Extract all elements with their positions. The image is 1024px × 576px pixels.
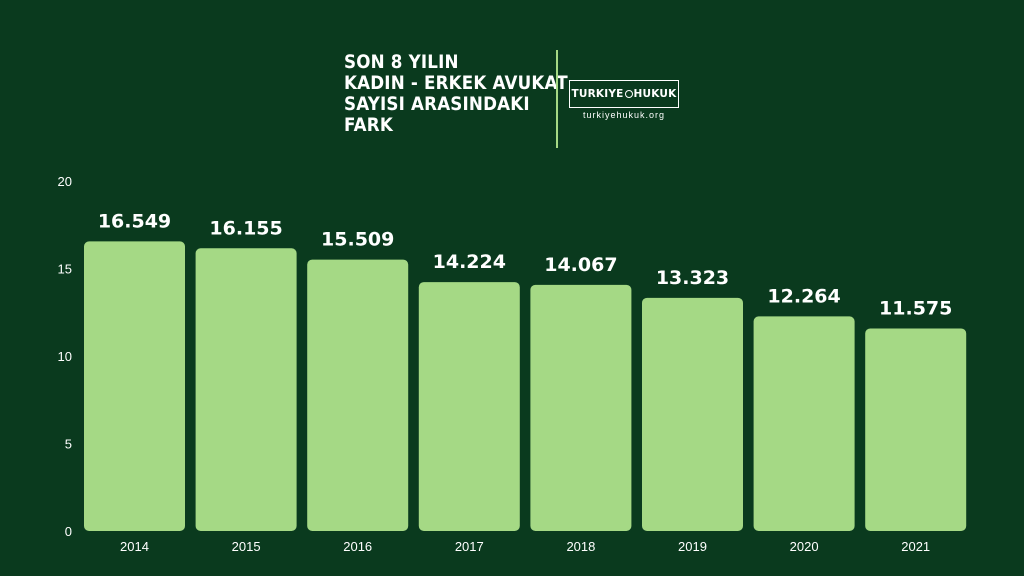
bar-value-label: 13.323 xyxy=(656,267,729,289)
y-tick-label: 0 xyxy=(65,524,72,539)
y-tick-label: 20 xyxy=(58,174,72,189)
bar-value-label: 16.549 xyxy=(98,210,171,232)
bar-2020 xyxy=(753,316,855,531)
bar-value-label: 15.509 xyxy=(321,229,394,251)
y-tick-label: 5 xyxy=(65,437,72,452)
logo-text-left: TURKIYE xyxy=(571,88,624,100)
logo-url: turkiyehukuk.org xyxy=(582,110,666,120)
bar-value-label: 11.575 xyxy=(879,297,952,319)
x-tick-label: 2019 xyxy=(678,539,707,554)
brand-logo: TURKIYE HUKUK xyxy=(569,80,679,108)
x-tick-label: 2014 xyxy=(120,539,149,554)
x-tick-label: 2020 xyxy=(790,539,819,554)
bar-value-label: 12.264 xyxy=(767,285,840,307)
logo-circle-icon xyxy=(624,90,633,98)
x-tick-label: 2021 xyxy=(901,539,930,554)
bar-2021 xyxy=(865,328,967,531)
y-tick-label: 10 xyxy=(58,349,72,364)
bar-2015 xyxy=(195,248,297,531)
bar-value-label: 16.155 xyxy=(209,217,282,239)
logo-text-right: HUKUK xyxy=(633,88,677,100)
bar-value-label: 14.224 xyxy=(433,251,506,273)
bar-value-label: 14.067 xyxy=(544,254,617,276)
bar-2017 xyxy=(418,282,520,531)
y-tick-label: 15 xyxy=(58,262,72,277)
title-line-3: SAYISI ARASINDAKI xyxy=(344,93,530,115)
bar-2019 xyxy=(642,297,743,531)
bar-2014 xyxy=(84,241,185,531)
bar-2018 xyxy=(530,284,632,531)
x-tick-label: 2015 xyxy=(232,539,261,554)
title-divider xyxy=(556,50,558,148)
chart-title: SON 8 YILIN KADIN - ERKEK AVUKAT SAYISI … xyxy=(344,51,568,136)
title-line-1: SON 8 YILIN xyxy=(344,51,459,73)
title-line-4: FARK xyxy=(344,114,393,136)
x-tick-label: 2016 xyxy=(343,539,372,554)
title-line-2: KADIN - ERKEK AVUKAT xyxy=(344,72,568,94)
bar-2016 xyxy=(307,259,409,531)
x-tick-label: 2017 xyxy=(455,539,484,554)
x-tick-label: 2018 xyxy=(566,539,595,554)
